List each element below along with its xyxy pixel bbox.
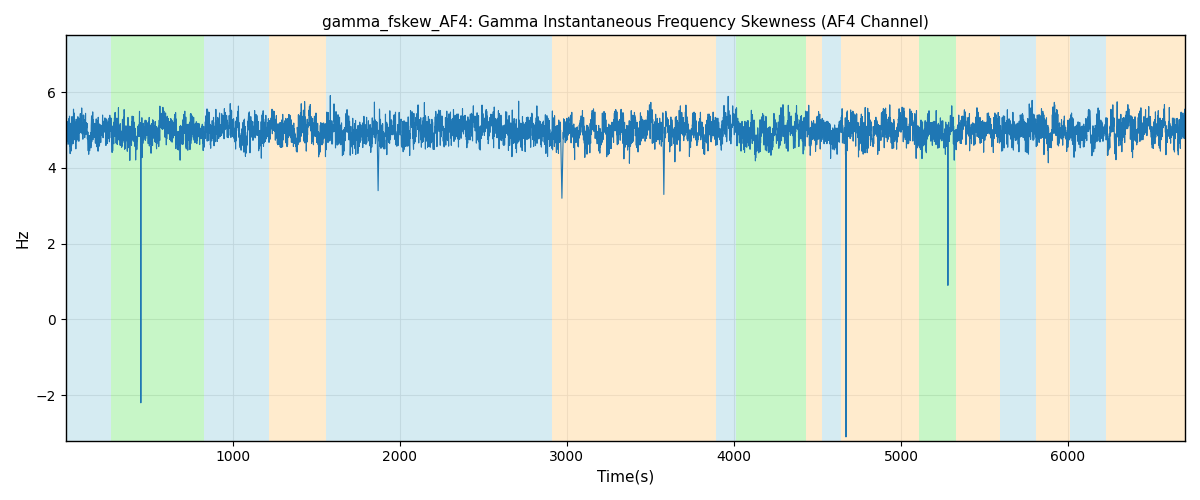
Bar [552,36,583,440]
Bar [1000,36,1037,440]
Title: gamma_fskew_AF4: Gamma Instantaneous Frequency Skewness (AF4 Channel): gamma_fskew_AF4: Gamma Instantaneous Fre… [322,15,929,31]
Bar [841,36,919,440]
Bar [66,36,110,440]
Bar [822,36,841,440]
Y-axis label: Hz: Hz [16,228,30,248]
Bar [1106,36,1186,440]
Bar [919,36,956,440]
Bar [956,36,1000,440]
Bar [1037,36,1069,440]
Bar [326,36,552,440]
Bar [1069,36,1106,440]
Bar [270,36,326,440]
Bar [204,36,270,440]
Bar [110,36,204,440]
Bar [805,36,822,440]
Bar [583,36,715,440]
Bar [715,36,736,440]
X-axis label: Time(s): Time(s) [596,470,654,485]
Bar [736,36,805,440]
